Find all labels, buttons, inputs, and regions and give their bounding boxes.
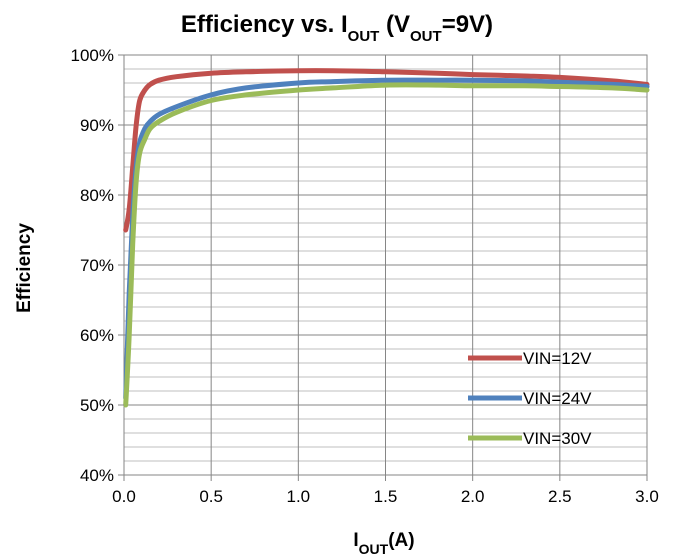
y-tick-label: 40% [80,466,114,485]
y-tick-label: 100% [71,46,114,65]
x-axis-label: IOUT(A) [353,530,414,557]
series-line-vin-12v [123,68,650,233]
x-tick-label: 1.5 [374,487,398,506]
x-axis-ticks: 0.0 0.5 1.0 1.5 2.0 2.5 3.0 [112,475,659,506]
y-tick-label: 90% [80,116,114,135]
y-tick-label: 50% [80,396,114,415]
y-tick-label: 80% [80,186,114,205]
legend-label: VIN=30V [523,429,592,448]
x-tick-label: 2.0 [461,487,485,506]
x-tick-label: 0.5 [199,487,223,506]
y-axis-ticks: 40% 50% 60% 70% 80% 90% 100% [71,46,124,485]
series-line-vin-30v [123,82,650,408]
x-tick-label: 0.0 [112,487,136,506]
series-lines [123,68,650,408]
y-tick-label: 60% [80,326,114,345]
y-tick-label: 70% [80,256,114,275]
chart-title: Efficiency vs. IOUT (VOUT=9V) [181,11,493,45]
x-tick-label: 1.0 [287,487,311,506]
y-axis-label: Efficiency [14,223,35,313]
legend: VIN=12V VIN=24V VIN=30V [468,349,592,448]
legend-label: VIN=24V [523,389,592,408]
legend-label: VIN=12V [523,349,592,368]
x-tick-label: 2.5 [548,487,572,506]
x-tick-label: 3.0 [635,487,659,506]
